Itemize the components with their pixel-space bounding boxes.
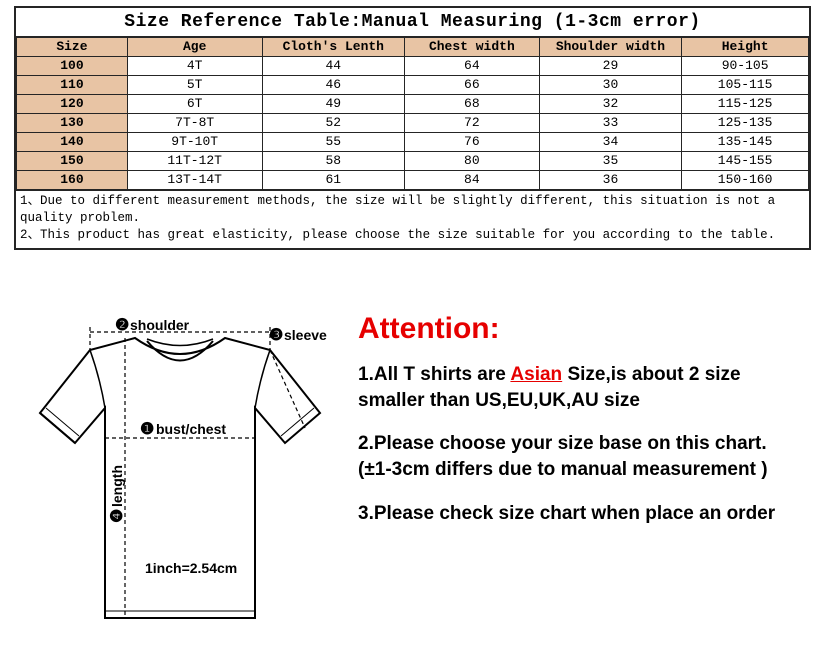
marker-3-label: sleeve [284,327,327,343]
table-cell: 84 [405,171,540,190]
table-row: 1307T-8T527233125-135 [17,114,809,133]
marker-1-label: bust/chest [156,421,226,437]
inch-cm-conversion: 1inch=2.54cm [145,560,237,576]
table-cell: 35 [539,152,682,171]
table-cell: 110 [17,76,128,95]
table-cell: 80 [405,152,540,171]
table-header-cell: Age [127,38,262,57]
table-cell: 55 [262,133,405,152]
table-row: 1409T-10T557634135-145 [17,133,809,152]
table-notes: 1、Due to different measurement methods, … [16,190,809,248]
marker-2-label: shoulder [130,317,190,333]
table-row: 15011T-12T588035145-155 [17,152,809,171]
size-reference-table-container: Size Reference Table:Manual Measuring (1… [14,6,811,250]
table-body: 1004T44642990-1051105T466630105-1151206T… [17,57,809,190]
attention-heading: Attention: [358,312,798,346]
table-cell: 90-105 [682,57,809,76]
table-cell: 72 [405,114,540,133]
table-cell: 13T-14T [127,171,262,190]
table-row: 1206T496832115-125 [17,95,809,114]
table-cell: 44 [262,57,405,76]
back-neckline [147,339,213,346]
note-line: 2、This product has great elasticity, ple… [20,227,805,244]
table-cell: 125-135 [682,114,809,133]
attention-item-3: 3.Please check size chart when place an … [358,501,798,527]
table-cell: 11T-12T [127,152,262,171]
table-cell: 9T-10T [127,133,262,152]
table-cell: 66 [405,76,540,95]
table-cell: 4T [127,57,262,76]
table-cell: 7T-8T [127,114,262,133]
table-cell: 6T [127,95,262,114]
table-header-row: SizeAgeCloth's LenthChest widthShoulder … [17,38,809,57]
marker-3-icon: ❸ [269,327,283,344]
table-cell: 100 [17,57,128,76]
table-title: Size Reference Table:Manual Measuring (1… [16,8,809,37]
table-cell: 46 [262,76,405,95]
table-cell: 150-160 [682,171,809,190]
table-header-cell: Height [682,38,809,57]
marker-4-label: length [109,465,125,507]
size-table: SizeAgeCloth's LenthChest widthShoulder … [16,37,809,190]
table-header-cell: Chest width [405,38,540,57]
marker-2-icon: ❷ [115,317,129,334]
table-header-cell: Size [17,38,128,57]
table-cell: 150 [17,152,128,171]
tshirt-diagram: ❷ shoulder ❸ sleeve ❶ bust/chest ❹ lengt… [30,308,330,648]
table-cell: 32 [539,95,682,114]
table-cell: 135-145 [682,133,809,152]
lower-section: ❷ shoulder ❸ sleeve ❶ bust/chest ❹ lengt… [0,298,825,658]
table-cell: 68 [405,95,540,114]
table-cell: 61 [262,171,405,190]
table-cell: 29 [539,57,682,76]
table-cell: 5T [127,76,262,95]
tshirt-outline [40,338,320,618]
table-row: 1004T44642990-105 [17,57,809,76]
table-cell: 145-155 [682,152,809,171]
attention-block: Attention: 1.All T shirts are Asian Size… [358,312,798,544]
table-cell: 105-115 [682,76,809,95]
table-header-cell: Cloth's Lenth [262,38,405,57]
table-cell: 120 [17,95,128,114]
table-cell: 52 [262,114,405,133]
table-cell: 76 [405,133,540,152]
table-cell: 30 [539,76,682,95]
table-cell: 64 [405,57,540,76]
attention-item-2: 2.Please choose your size base on this c… [358,431,798,482]
marker-1-icon: ❶ [140,421,154,438]
attention-item-1-pre: 1.All T shirts are [358,364,510,385]
attention-item-1: 1.All T shirts are Asian Size,is about 2… [358,362,798,413]
table-cell: 33 [539,114,682,133]
table-cell: 49 [262,95,405,114]
table-cell: 58 [262,152,405,171]
table-cell: 36 [539,171,682,190]
attention-asian-highlight: Asian [510,364,562,385]
table-row: 16013T-14T618436150-160 [17,171,809,190]
table-cell: 115-125 [682,95,809,114]
table-cell: 130 [17,114,128,133]
table-cell: 160 [17,171,128,190]
table-cell: 140 [17,133,128,152]
table-row: 1105T466630105-115 [17,76,809,95]
tshirt-svg: ❷ shoulder ❸ sleeve ❶ bust/chest ❹ lengt… [30,308,330,648]
marker-4-icon: ❹ [109,509,126,523]
table-header-cell: Shoulder width [539,38,682,57]
note-line: 1、Due to different measurement methods, … [20,193,805,227]
table-cell: 34 [539,133,682,152]
